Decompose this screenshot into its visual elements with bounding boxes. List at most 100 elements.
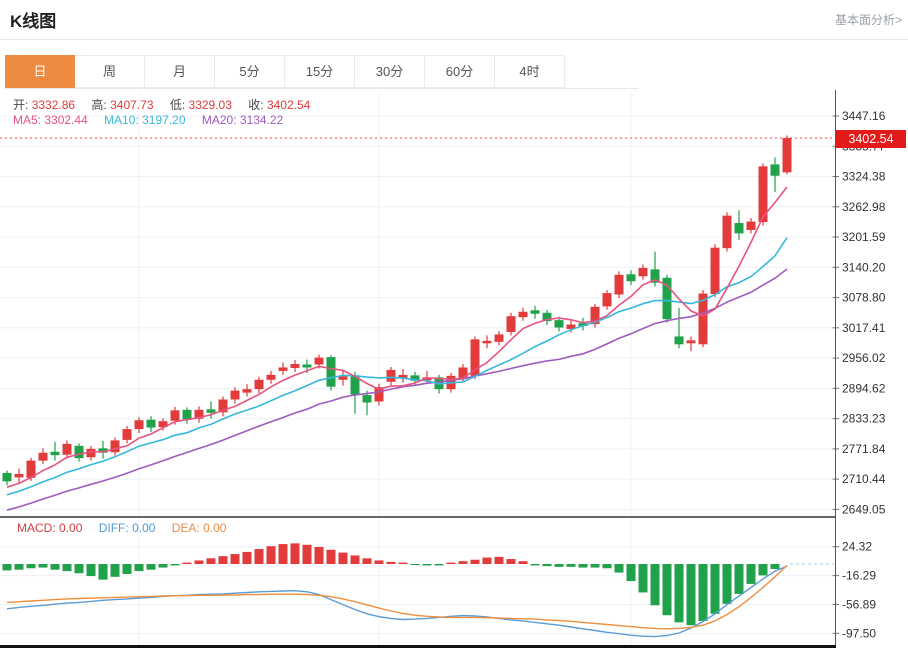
axis-tick-label: 3262.98 (842, 200, 886, 214)
candle-body (338, 376, 348, 380)
ma-lines (6, 186, 788, 511)
macd-bar (62, 564, 72, 572)
candle-body (362, 395, 372, 403)
macd-bar (482, 557, 492, 564)
candle-body (38, 452, 48, 461)
candle-body (74, 445, 84, 459)
macd-bar (194, 560, 204, 564)
candle-body (782, 137, 792, 173)
axis-tick-label: 3017.41 (842, 321, 886, 335)
page-title: K线图 (10, 12, 57, 31)
macd-bar (422, 564, 432, 566)
candle-body (86, 448, 96, 458)
axis-tick-label: 2771.84 (842, 442, 886, 456)
candle-body (14, 473, 24, 478)
candle-body (218, 399, 228, 413)
candle-body (638, 267, 648, 277)
candle-body (326, 357, 336, 387)
candle-body (542, 312, 552, 322)
macd-bar (698, 564, 708, 621)
macd-bar (218, 556, 228, 564)
axis-tick-label: -56.89 (842, 597, 876, 611)
candle-body (554, 320, 564, 328)
macd-bar (374, 560, 384, 564)
candle-body (2, 472, 12, 482)
macd-bar (254, 549, 264, 564)
macd-bar (626, 564, 636, 582)
macd-bar (662, 564, 672, 616)
tab-30分[interactable]: 30分 (355, 55, 425, 88)
candle-body (170, 410, 180, 421)
macd-bar (170, 564, 180, 566)
candle-body (770, 164, 780, 176)
y-axis-labels: 3447.163385.773324.383262.983201.593140.… (832, 109, 886, 640)
ma10-line (6, 237, 788, 496)
candle-body (698, 293, 708, 345)
macd-bar (470, 559, 480, 564)
macd-bar (242, 551, 252, 564)
ma5-line (6, 186, 788, 488)
axis-tick-label: 2833.23 (842, 412, 886, 426)
candle-body (482, 340, 492, 344)
tab-4时[interactable]: 4时 (495, 55, 565, 88)
axis-tick-label: 2710.44 (842, 472, 886, 486)
axis-tick-label: 2956.02 (842, 351, 886, 365)
candle-body (518, 311, 528, 318)
tab-5分[interactable]: 5分 (215, 55, 285, 88)
tab-月[interactable]: 月 (145, 55, 215, 88)
axis-tick-label: 3447.16 (842, 109, 886, 123)
axis-tick-label: 3078.80 (842, 291, 886, 305)
tab-周[interactable]: 周 (75, 55, 145, 88)
candle-body (722, 215, 732, 249)
candle-body (194, 409, 204, 419)
candle-body (350, 375, 360, 395)
candle-body (458, 367, 468, 379)
candle-body (506, 316, 516, 332)
candle-body (266, 374, 276, 380)
macd-bar (230, 554, 240, 564)
macd-bar (614, 564, 624, 573)
macd-bar (302, 544, 312, 564)
macd-bar (350, 555, 360, 564)
candle-body (602, 293, 612, 307)
macd-bar (530, 564, 540, 566)
candle-body (578, 323, 588, 327)
macd-bar (578, 564, 588, 568)
candlestick-series[interactable] (2, 135, 792, 486)
axis-tick-label: 2894.62 (842, 381, 886, 395)
macd-bar (710, 564, 720, 614)
macd-bar (290, 543, 300, 564)
candle-body (122, 429, 132, 440)
macd-bar (554, 564, 564, 567)
candle-body (50, 451, 60, 456)
macd-bar (638, 564, 648, 593)
candle-body (626, 274, 636, 282)
candle-body (302, 364, 312, 368)
macd-bar (494, 556, 504, 564)
macd-bar (746, 564, 756, 584)
tab-15分[interactable]: 15分 (285, 55, 355, 88)
tab-日[interactable]: 日 (5, 55, 75, 88)
macd-bar (158, 564, 168, 568)
axis-tick-label: -16.29 (842, 569, 876, 583)
candle-body (662, 277, 672, 320)
macd-bar (566, 564, 576, 567)
dea-line (6, 564, 788, 630)
candle-body (650, 269, 660, 283)
macd-bar (2, 564, 12, 571)
macd-bar (506, 559, 516, 564)
candle-body (614, 274, 624, 295)
macd-bar (74, 564, 84, 574)
candle-body (290, 364, 300, 368)
candle-body (242, 389, 252, 393)
candle-body (566, 324, 576, 330)
macd-bar (314, 546, 324, 564)
macd-bar (110, 564, 120, 577)
kline-chart-svg[interactable]: 3447.163385.773324.383262.983201.593140.… (0, 90, 908, 649)
candle-body (746, 221, 756, 230)
fundamental-analysis-link[interactable]: 基本面分析> (834, 13, 902, 27)
macd-bar (410, 564, 420, 565)
tab-60分[interactable]: 60分 (425, 55, 495, 88)
macd-bar (734, 564, 744, 594)
